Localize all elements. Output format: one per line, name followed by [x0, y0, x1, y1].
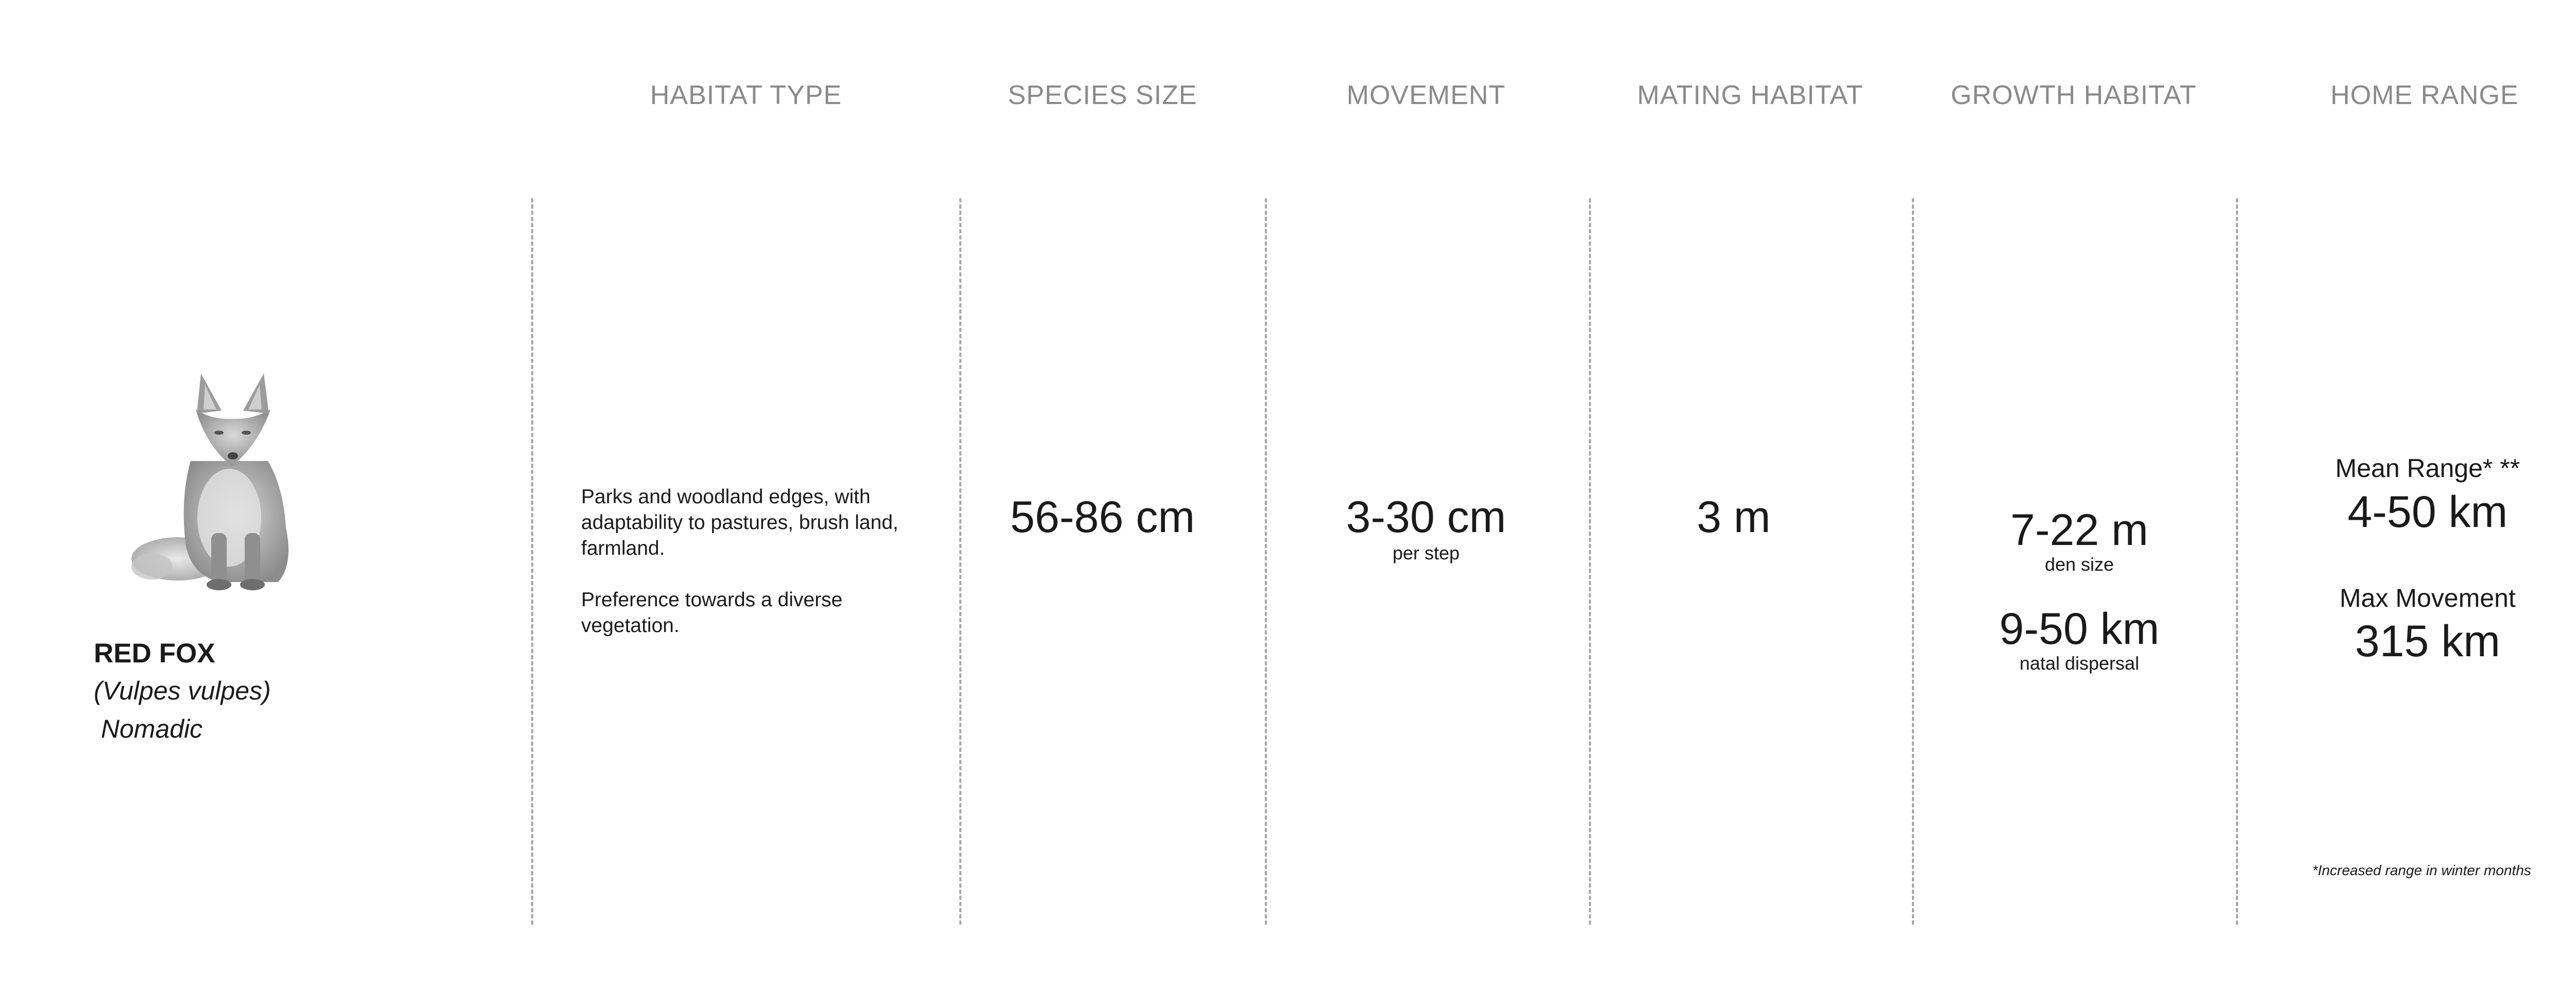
habitat-paragraph: Preference towards a diverse vegetation.: [581, 589, 843, 637]
column-divider: [1912, 198, 1914, 925]
mean-range-value: 4-50 km: [2347, 487, 2508, 537]
max-movement-value: 315 km: [2354, 617, 2501, 666]
column-divider: [531, 198, 533, 925]
habitat-paragraph: Parks and woodland edges, with adaptabil…: [581, 486, 899, 559]
species-latin-name: (Vulpes vulpes): [94, 676, 271, 705]
home-range-footnote: *Increased range in winter months: [2312, 862, 2531, 878]
header-home-range: HOME RANGE: [2330, 80, 2519, 110]
species-name: RED FOX: [94, 638, 215, 669]
mating-habitat-value: 3 m: [1697, 492, 1771, 542]
header-mating-habitat: MATING HABITAT: [1637, 80, 1863, 110]
habitat-description: Parks and woodland edges, with adaptabil…: [581, 484, 926, 664]
column-divider: [959, 198, 961, 925]
natal-dispersal-value: 9-50 km: [1999, 604, 2160, 654]
column-divider: [1589, 198, 1591, 925]
column-divider: [2236, 198, 2238, 925]
species-size-value: 56-86 cm: [1010, 492, 1195, 542]
species-behavior: Nomadic: [94, 714, 203, 743]
movement-value: 3-30 cm: [1346, 492, 1506, 542]
mean-range-label: Mean Range* **: [2335, 454, 2520, 483]
header-habitat-type: HABITAT TYPE: [650, 80, 842, 110]
header-growth-habitat: GROWTH HABITAT: [1951, 80, 2197, 110]
den-size-note: den size: [2044, 554, 2114, 575]
header-species-size: SPECIES SIZE: [1008, 80, 1197, 110]
natal-dispersal-note: natal dispersal: [2019, 653, 2140, 674]
movement-note: per step: [1392, 542, 1460, 564]
header-movement: MOVEMENT: [1346, 80, 1506, 110]
fox-image: [131, 373, 289, 590]
max-movement-label: Max Movement: [2340, 584, 2516, 612]
column-divider: [1265, 198, 1267, 925]
den-size-value: 7-22 m: [2010, 505, 2148, 555]
